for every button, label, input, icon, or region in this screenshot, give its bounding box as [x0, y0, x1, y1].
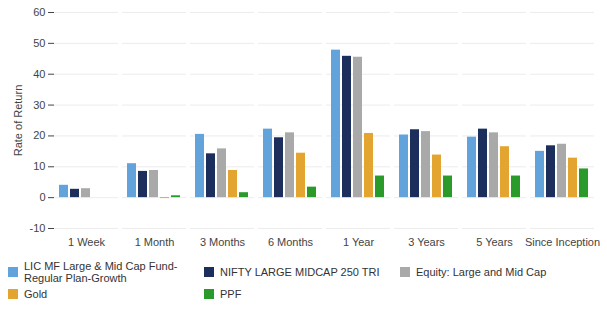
- svg-text:30: 30: [33, 99, 45, 111]
- svg-text:60: 60: [33, 6, 45, 18]
- html-text:Equity: Large and Mid Cap: Equity: Large and Mid Cap: [416, 266, 547, 278]
- svg-text:Since Inception: Since Inception: [525, 236, 600, 248]
- svg-text:50: 50: [33, 37, 45, 49]
- svg-text:6 Months: 6 Months: [268, 236, 314, 248]
- svg-text:3 Years: 3 Years: [408, 236, 445, 248]
- svg-text:3 Months: 3 Months: [200, 236, 246, 248]
- html-text:PPF: PPF: [220, 288, 242, 300]
- svg-text:20: 20: [33, 129, 45, 141]
- svg-text:10: 10: [33, 160, 45, 172]
- svg-text:0: 0: [39, 191, 45, 203]
- svg-text:1 Week: 1 Week: [68, 236, 106, 248]
- svg-text:1 Year: 1 Year: [343, 236, 375, 248]
- svg-text:5 Years: 5 Years: [476, 236, 513, 248]
- html-text:LIC MF Large & Mid Cap Fund-Re: LIC MF Large & Mid Cap Fund-Regular Plan…: [24, 260, 178, 284]
- svg-text:-10: -10: [30, 222, 46, 234]
- svg-text:Rate of Return: Rate of Return: [12, 85, 24, 157]
- html-text:NIFTY LARGE MIDCAP 250 TRI: NIFTY LARGE MIDCAP 250 TRI: [220, 266, 380, 278]
- svg-text:40: 40: [33, 68, 45, 80]
- svg-text:1 Month: 1 Month: [135, 236, 175, 248]
- html-text:Gold: Gold: [24, 288, 48, 300]
